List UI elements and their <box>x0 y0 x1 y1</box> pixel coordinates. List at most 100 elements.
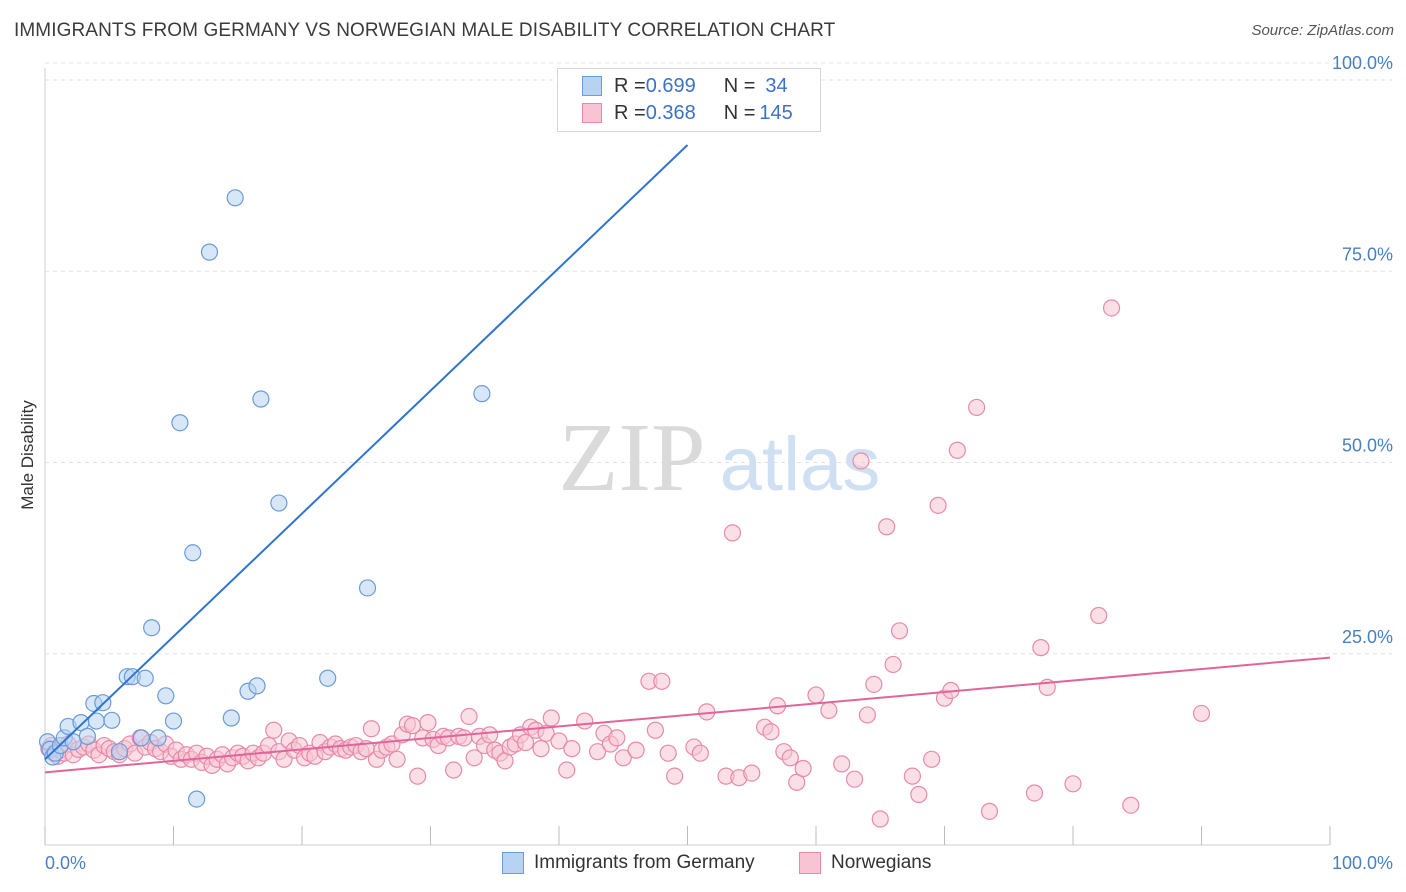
germany-point <box>103 711 121 729</box>
norwegians-point <box>588 743 607 761</box>
norwegians-point <box>465 749 483 767</box>
norwegians-point <box>542 709 560 727</box>
norwegians-point <box>481 726 499 744</box>
norwegians-swatch <box>582 103 602 123</box>
germany-legend-swatch <box>502 852 524 874</box>
norwegians-point <box>820 701 838 719</box>
norwegians-point <box>890 622 909 640</box>
norwegians-point <box>537 724 555 742</box>
germany-point <box>358 579 377 597</box>
norwegians-point <box>948 441 966 459</box>
stats-row-norwegians: R = 0.368 N = 145 <box>582 100 793 126</box>
y-tick-label: 50.0% <box>1342 436 1393 456</box>
norwegians-point <box>980 802 999 820</box>
tick-labels: 25.0% 50.0% 75.0% 100.0% 0.0% 100.0% <box>45 53 1393 873</box>
trend-lines <box>44 144 1331 774</box>
norwegians-point <box>455 729 473 747</box>
norwegians-point <box>788 773 806 791</box>
series-legend: Immigrants from Germany Norwegians <box>0 852 1406 878</box>
norwegians-point <box>723 524 742 542</box>
norwegians-point <box>550 732 568 750</box>
norwegians-point <box>845 770 864 788</box>
stats-row-germany: R = 0.699 N = 34 <box>582 73 788 99</box>
norwegians-point <box>903 767 921 785</box>
grid-lines <box>45 62 1392 655</box>
norwegians-point <box>666 767 684 785</box>
norwegians-point <box>852 452 870 470</box>
n-value: 34 <box>765 74 788 97</box>
germany-trend-line <box>44 144 689 761</box>
germany-point <box>149 729 167 747</box>
norwegians-point <box>1032 639 1050 657</box>
n-label: N = <box>723 74 756 97</box>
norwegians-point <box>878 518 896 536</box>
norwegians-points <box>40 299 1211 828</box>
germany-point <box>473 385 491 403</box>
germany-point <box>132 729 150 747</box>
norwegians-point <box>884 655 902 674</box>
germany-point <box>184 544 202 562</box>
n-label: N = <box>723 101 756 124</box>
germany-point <box>78 727 97 745</box>
norwegians-legend-swatch <box>799 852 821 874</box>
norwegians-point <box>563 740 581 758</box>
norwegians-point <box>929 496 947 514</box>
norwegians-point <box>419 713 437 732</box>
axes <box>44 68 1331 846</box>
norwegians-point <box>409 767 427 785</box>
norwegians-point <box>1064 775 1082 793</box>
germany-points <box>38 189 491 808</box>
norwegians-point <box>871 810 889 828</box>
watermark-zip: ZIP <box>559 404 706 512</box>
germany-point <box>248 677 266 695</box>
norwegians-point <box>558 761 576 779</box>
norwegians-point <box>858 706 877 724</box>
norwegians-point <box>910 785 928 804</box>
norwegians-point <box>646 721 664 739</box>
norwegians-point <box>659 744 677 762</box>
norwegians-point <box>794 759 812 778</box>
norwegians-point <box>865 675 883 693</box>
germany-point <box>136 669 154 687</box>
germany-point <box>188 790 206 808</box>
legend-label: Norwegians <box>831 852 932 873</box>
germany-point <box>222 709 240 727</box>
norwegians-point <box>1090 606 1108 625</box>
germany-point <box>252 390 270 408</box>
germany-point <box>143 619 161 637</box>
norwegians-trend-line <box>44 656 1331 774</box>
r-value: 0.699 <box>645 74 696 97</box>
germany-point <box>110 743 129 761</box>
germany-swatch <box>582 76 602 96</box>
germany-point <box>164 712 183 730</box>
norwegians-point <box>627 741 645 759</box>
germany-point <box>319 669 337 687</box>
norwegians-point <box>265 721 283 739</box>
norwegians-point <box>445 761 463 779</box>
norwegians-point <box>388 750 406 768</box>
germany-point <box>270 494 288 512</box>
watermark: ZIP atlas <box>559 404 881 512</box>
germany-point <box>200 243 219 261</box>
stats-legend: R = 0.699 N = 34 R = 0.368 N = 145 <box>557 68 821 132</box>
norwegians-point <box>691 744 709 762</box>
r-label: R = <box>614 101 646 124</box>
y-tick-label: 75.0% <box>1342 244 1393 264</box>
x-tick-label-min: 0.0% <box>45 853 86 873</box>
y-tick-label: 25.0% <box>1342 627 1393 647</box>
source-credit: Source: ZipAtlas.com <box>1251 22 1394 39</box>
norwegians-point <box>653 672 671 690</box>
norwegians-point <box>923 750 941 768</box>
germany-point <box>171 414 189 432</box>
norwegians-point <box>833 755 851 773</box>
norwegians-point <box>762 723 780 741</box>
n-value: 145 <box>759 101 793 124</box>
norwegians-point <box>1122 796 1140 814</box>
legend-label: Immigrants from Germany <box>534 852 755 873</box>
r-value: 0.368 <box>645 101 696 124</box>
norwegians-point <box>781 749 799 767</box>
norwegians-point <box>608 729 626 747</box>
chart-title: IMMIGRANTS FROM GERMANY VS NORWEGIAN MAL… <box>14 20 836 41</box>
norwegians-point <box>968 398 986 417</box>
